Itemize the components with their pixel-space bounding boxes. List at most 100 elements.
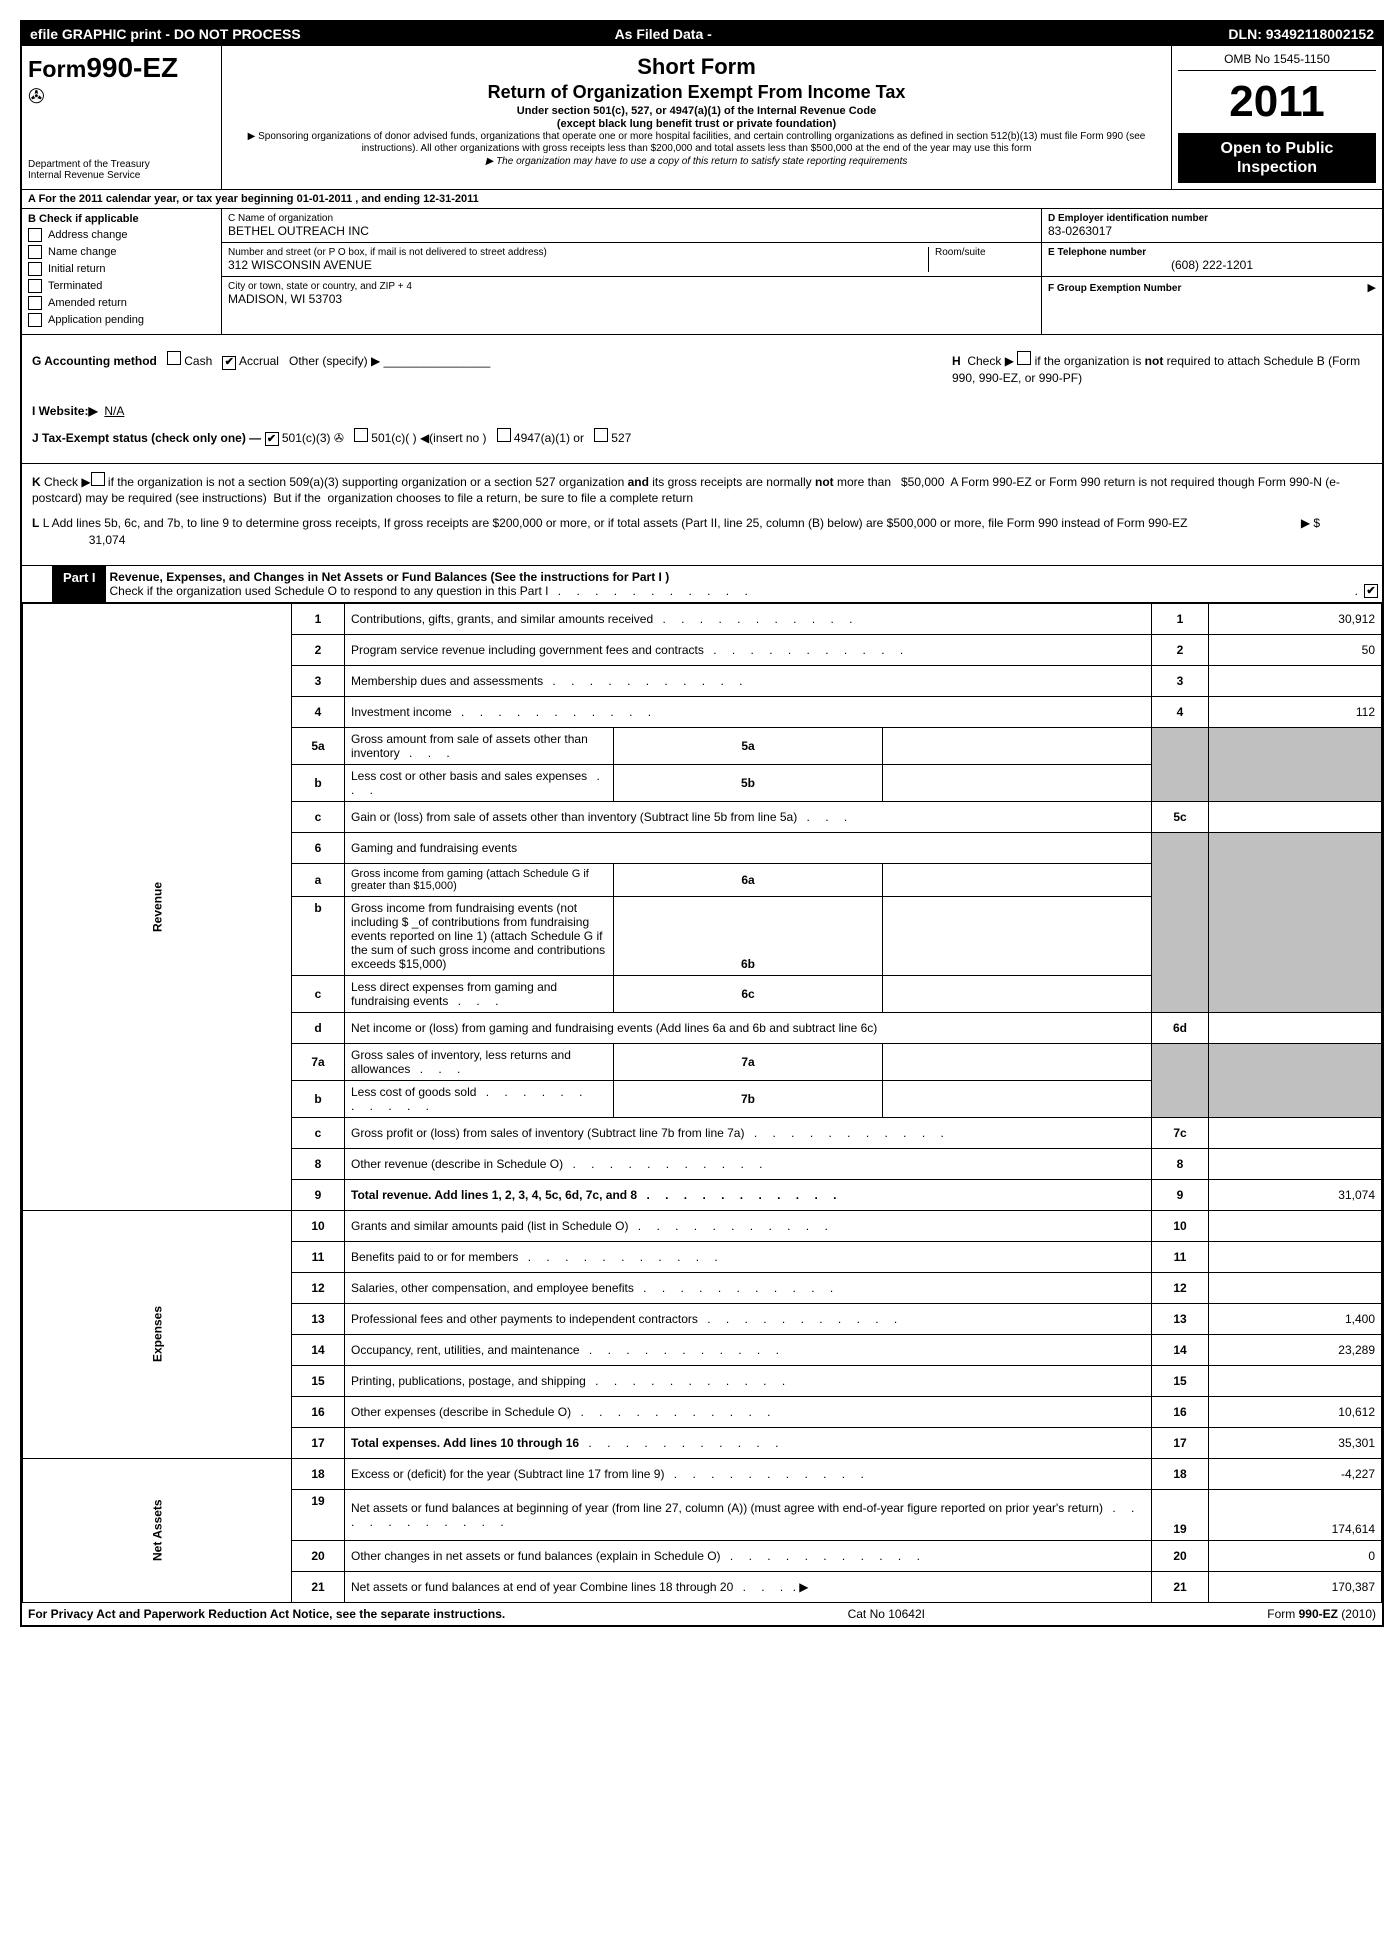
tot-num: 16 <box>1152 1396 1209 1427</box>
inspection-box: Open to Public Inspection <box>1178 133 1376 183</box>
tot-val <box>1209 1148 1382 1179</box>
check-amended[interactable]: Amended return <box>28 296 215 310</box>
line-18: Net Assets 18 Excess or (deficit) for th… <box>23 1458 1382 1489</box>
checkbox-k[interactable] <box>91 472 105 486</box>
tot-val: -4,227 <box>1209 1458 1382 1489</box>
label-tel: E Telephone number <box>1048 247 1376 258</box>
entity-info: B Check if applicable Address change Nam… <box>22 209 1382 335</box>
check-initial-return[interactable]: Initial return <box>28 262 215 276</box>
line-desc: Net income or (loss) from gaming and fun… <box>345 1012 1152 1043</box>
sub-num: 7b <box>614 1080 883 1117</box>
linenum: c <box>292 1117 345 1148</box>
checkbox-501c[interactable] <box>354 428 368 442</box>
tot-num: 9 <box>1152 1179 1209 1210</box>
line-l: L L Add lines 5b, 6c, and 7b, to line 9 … <box>32 515 1372 549</box>
line-desc: Gross sales of inventory, less returns a… <box>345 1043 614 1080</box>
topbar-right: DLN: 93492118002152 <box>1228 26 1374 42</box>
linenum: b <box>292 896 345 975</box>
omb-number: OMB No 1545-1150 <box>1178 52 1376 71</box>
tot-num: 15 <box>1152 1365 1209 1396</box>
sub-val <box>883 764 1152 801</box>
linenum: 19 <box>292 1489 345 1540</box>
tot-num: 19 <box>1152 1489 1209 1540</box>
tot-num: 2 <box>1152 634 1209 665</box>
line-desc: Program service revenue including govern… <box>345 634 1152 665</box>
sub-val <box>883 727 1152 764</box>
checkbox-schedule-o[interactable]: ✔ <box>1364 584 1378 598</box>
subtitle2: (except black lung benefit trust or priv… <box>228 118 1165 130</box>
line-desc: Professional fees and other payments to … <box>345 1303 1152 1334</box>
netassets-side-label: Net Assets <box>23 1458 292 1602</box>
shaded <box>1209 896 1382 975</box>
checkbox-accrual[interactable]: ✔ <box>222 356 236 370</box>
check-label: Address change <box>48 229 128 241</box>
line-desc: Contributions, gifts, grants, and simila… <box>345 603 1152 634</box>
sub-num: 6b <box>614 896 883 975</box>
section-a-year: A For the 2011 calendar year, or tax yea… <box>22 190 1382 209</box>
footer: For Privacy Act and Paperwork Reduction … <box>22 1603 1382 1625</box>
tot-val: 1,400 <box>1209 1303 1382 1334</box>
shaded <box>1152 727 1209 764</box>
line-desc: Total revenue. Add lines 1, 2, 3, 4, 5c,… <box>345 1179 1152 1210</box>
tot-val: 23,289 <box>1209 1334 1382 1365</box>
linenum: 4 <box>292 696 345 727</box>
l-text: L Add lines 5b, 6c, and 7b, to line 9 to… <box>43 516 1188 530</box>
schedule-o-text: Check if the organization used Schedule … <box>110 584 754 598</box>
line-desc: Gain or (loss) from sale of assets other… <box>345 801 1152 832</box>
org-name: BETHEL OUTREACH INC <box>228 224 1035 238</box>
line-desc: Gross profit or (loss) from sales of inv… <box>345 1117 1152 1148</box>
line-desc: Investment income <box>345 696 1152 727</box>
sub-num: 6a <box>614 863 883 896</box>
tot-num: 11 <box>1152 1241 1209 1272</box>
linenum: 3 <box>292 665 345 696</box>
check-name-change[interactable]: Name change <box>28 245 215 259</box>
line-desc: Less direct expenses from gaming and fun… <box>345 975 614 1012</box>
line-desc: Total expenses. Add lines 10 through 16 <box>345 1427 1152 1458</box>
check-label: Application pending <box>48 314 144 326</box>
g-accrual: Accrual <box>239 354 279 368</box>
line-j: J Tax-Exempt status (check only one) — ✔… <box>32 428 1372 447</box>
checkbox-icon <box>28 296 42 310</box>
checkbox-h[interactable] <box>1017 351 1031 365</box>
tot-num: 17 <box>1152 1427 1209 1458</box>
line-desc: Occupancy, rent, utilities, and maintena… <box>345 1334 1152 1365</box>
shaded <box>1209 975 1382 1012</box>
linenum: 11 <box>292 1241 345 1272</box>
sub-num: 7a <box>614 1043 883 1080</box>
line-desc: Printing, publications, postage, and shi… <box>345 1365 1152 1396</box>
check-terminated[interactable]: Terminated <box>28 279 215 293</box>
line-desc: Net assets or fund balances at beginning… <box>345 1489 1152 1540</box>
part1-title: Revenue, Expenses, and Changes in Net As… <box>106 566 1382 602</box>
check-application-pending[interactable]: Application pending <box>28 313 215 327</box>
check-label: Initial return <box>48 263 105 275</box>
line-desc: Gross income from fundraising events (no… <box>345 896 614 975</box>
checkbox-527[interactable] <box>594 428 608 442</box>
check-address-change[interactable]: Address change <box>28 228 215 242</box>
linenum: 20 <box>292 1540 345 1571</box>
tot-num: 3 <box>1152 665 1209 696</box>
section-def: D Employer identification number 83-0263… <box>1042 209 1382 334</box>
checkbox-cash[interactable] <box>167 351 181 365</box>
line-desc: Other changes in net assets or fund bala… <box>345 1540 1152 1571</box>
label-org-name: C Name of organization <box>228 213 1035 224</box>
linenum: 8 <box>292 1148 345 1179</box>
linenum: d <box>292 1012 345 1043</box>
linenum: 18 <box>292 1458 345 1489</box>
shaded <box>1152 1043 1209 1080</box>
checkbox-icon <box>28 245 42 259</box>
tot-val <box>1209 1241 1382 1272</box>
checkbox-icon <box>28 279 42 293</box>
line-desc: Less cost of goods sold <box>345 1080 614 1117</box>
checkbox-4947[interactable] <box>497 428 511 442</box>
shaded <box>1152 896 1209 975</box>
shaded <box>1152 1080 1209 1117</box>
header-left: Form990-EZ ✇ Department of the Treasury … <box>22 46 222 189</box>
linenum: 1 <box>292 603 345 634</box>
checkbox-501c3[interactable]: ✔ <box>265 432 279 446</box>
tot-val <box>1209 801 1382 832</box>
label-city: City or town, state or country, and ZIP … <box>228 281 1035 292</box>
tot-val <box>1209 1365 1382 1396</box>
l-amount-label: ▶ $ <box>1301 516 1320 530</box>
checkbox-icon <box>28 313 42 327</box>
sub-val <box>883 896 1152 975</box>
